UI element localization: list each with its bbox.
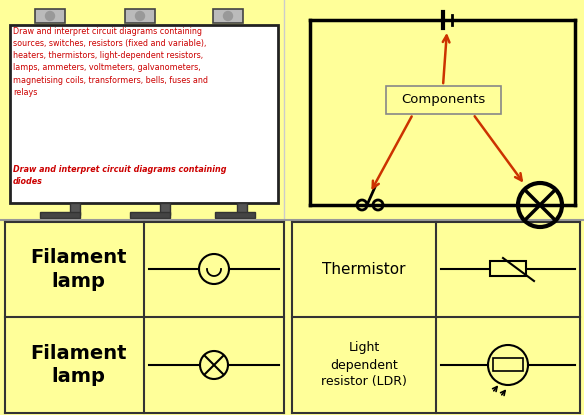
Text: Thermistor: Thermistor [322,262,406,277]
FancyBboxPatch shape [40,212,80,218]
FancyBboxPatch shape [490,261,526,276]
Text: Filament
lamp: Filament lamp [30,344,127,386]
FancyBboxPatch shape [237,203,247,215]
FancyBboxPatch shape [10,25,278,203]
FancyBboxPatch shape [160,203,170,215]
FancyBboxPatch shape [130,212,170,218]
FancyBboxPatch shape [125,9,155,23]
Text: Draw and interpret circuit diagrams containing
diodes: Draw and interpret circuit diagrams cont… [13,165,227,186]
FancyBboxPatch shape [70,203,80,215]
Circle shape [224,12,232,20]
Text: Light
dependent
resistor (LDR): Light dependent resistor (LDR) [321,342,407,388]
FancyBboxPatch shape [215,212,255,218]
Circle shape [135,12,144,20]
Text: Filament
lamp: Filament lamp [30,248,127,291]
FancyBboxPatch shape [35,9,65,23]
FancyBboxPatch shape [213,9,243,23]
FancyBboxPatch shape [493,358,523,371]
Text: Draw and interpret circuit diagrams containing
sources, switches, resistors (fix: Draw and interpret circuit diagrams cont… [13,27,208,97]
Text: Components: Components [401,93,485,107]
Circle shape [46,12,54,20]
FancyBboxPatch shape [385,86,500,114]
